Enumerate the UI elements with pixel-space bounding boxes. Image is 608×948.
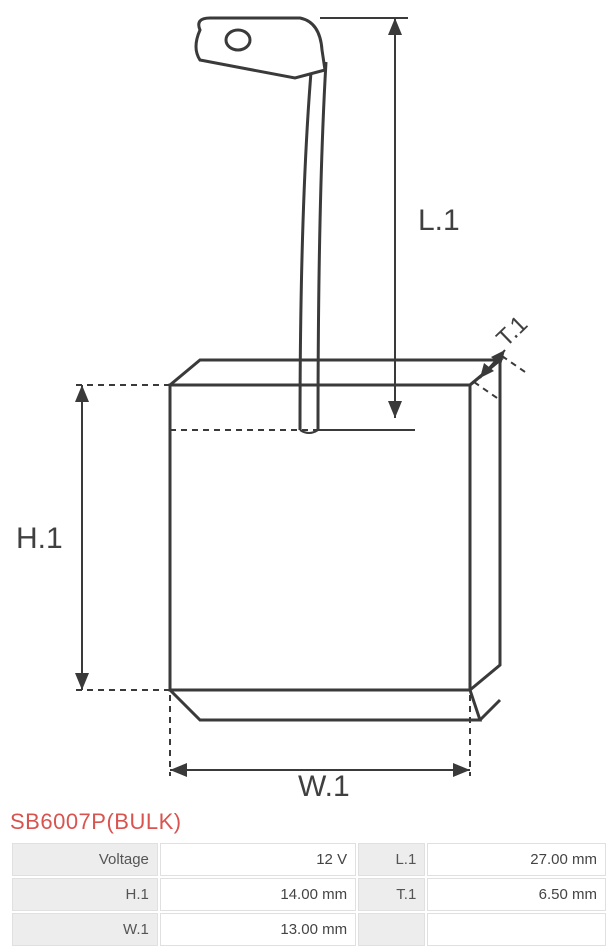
spec-value: 12 V	[160, 843, 356, 876]
spec-label: L.1	[358, 843, 425, 876]
spec-table: Voltage 12 V L.1 27.00 mm H.1 14.00 mm T…	[10, 841, 608, 948]
block-bottom-edge	[170, 690, 480, 720]
dim-W1-label: W.1	[298, 770, 350, 803]
part-number-title: SB6007P(BULK)	[0, 805, 608, 841]
table-row: Voltage 12 V L.1 27.00 mm	[12, 843, 606, 876]
dim-H1-arrow-top	[75, 385, 89, 402]
dim-W1-arrow-l	[170, 763, 187, 777]
table-row: H.1 14.00 mm T.1 6.50 mm	[12, 878, 606, 911]
dim-H1-label: H.1	[16, 522, 63, 555]
dim-H1-arrow-bot	[75, 673, 89, 690]
spec-label: W.1	[12, 913, 158, 946]
block-right-face	[470, 360, 500, 690]
spec-value-empty	[427, 913, 606, 946]
spec-value: 13.00 mm	[160, 913, 356, 946]
dim-T1-label: T.1	[491, 311, 533, 353]
technical-diagram: L.1 H.1 W.1 T.1	[0, 0, 608, 805]
spec-label: T.1	[358, 878, 425, 911]
dim-L1-label: L.1	[418, 204, 460, 237]
spec-label: H.1	[12, 878, 158, 911]
spec-value: 27.00 mm	[427, 843, 606, 876]
dim-W1-arrow-r	[453, 763, 470, 777]
block-top-face	[170, 360, 500, 385]
spec-label-empty	[358, 913, 425, 946]
spec-value: 6.50 mm	[427, 878, 606, 911]
spec-value: 14.00 mm	[160, 878, 356, 911]
table-row: W.1 13.00 mm	[12, 913, 606, 946]
terminal-hole	[226, 30, 250, 50]
spec-label: Voltage	[12, 843, 158, 876]
dim-L1-arrow-top	[388, 18, 402, 35]
terminal-tab	[196, 18, 325, 78]
lead-wire	[300, 60, 312, 430]
lead-wire-2	[318, 62, 326, 430]
